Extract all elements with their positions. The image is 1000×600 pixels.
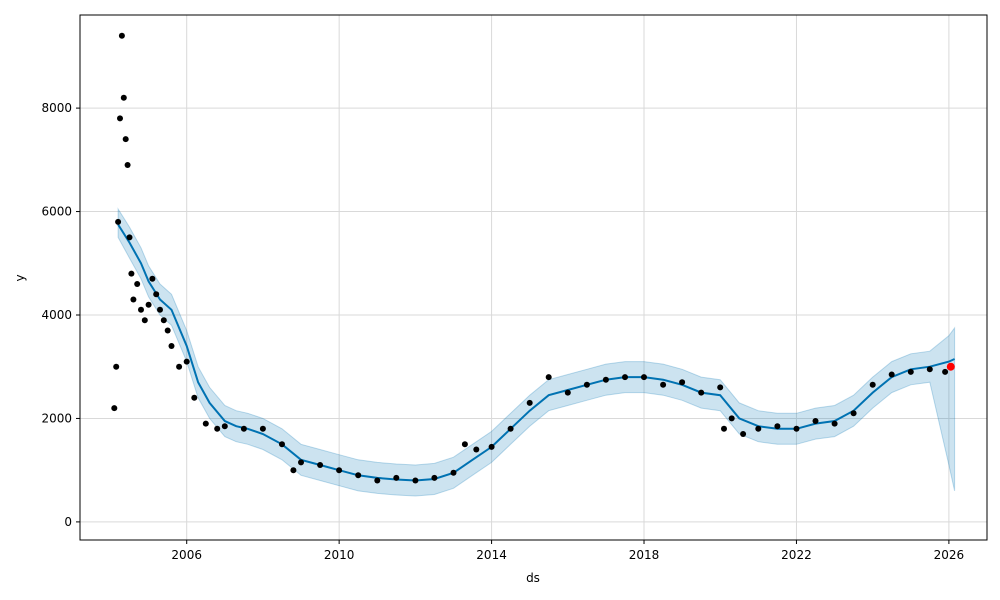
y-tick-label: 6000 <box>41 205 72 219</box>
observed-point <box>221 423 228 430</box>
observed-point <box>126 234 133 241</box>
observed-point <box>679 379 686 386</box>
observed-point <box>111 405 118 412</box>
observed-point <box>393 474 400 481</box>
observed-point <box>740 431 747 437</box>
forecast-line-layer <box>117 223 956 482</box>
observed-point <box>698 389 705 396</box>
observed-point <box>907 368 914 375</box>
observed-point <box>259 425 266 432</box>
observed-point <box>149 275 156 282</box>
observed-point <box>191 394 198 401</box>
y-tick-label: 4000 <box>41 308 72 322</box>
observed-point <box>942 368 949 375</box>
observed-point <box>545 374 552 381</box>
observed-point <box>176 363 183 370</box>
observed-point <box>134 281 141 287</box>
observed-point <box>888 371 895 378</box>
observed-point <box>141 317 148 324</box>
observed-point <box>812 418 819 424</box>
observed-point <box>831 420 838 427</box>
observed-point <box>660 381 667 388</box>
x-tick-label: 2010 <box>324 548 355 562</box>
forecast-line <box>117 223 956 482</box>
observed-point <box>168 343 175 349</box>
observed-point <box>113 363 120 370</box>
x-tick-label: 2022 <box>781 548 812 562</box>
observed-point <box>145 301 152 308</box>
observed-point <box>164 327 171 334</box>
uncertainty-band-layer <box>117 207 956 497</box>
observed-point <box>450 469 457 476</box>
x-axis-label: ds <box>526 571 540 585</box>
observed-point <box>240 425 247 432</box>
observed-point <box>298 459 304 466</box>
observed-point <box>279 441 285 448</box>
observed-point <box>641 374 647 381</box>
y-axis-label: y <box>13 274 27 281</box>
y-tick-label: 8000 <box>41 101 72 115</box>
observed-point <box>138 306 144 313</box>
observed-point <box>431 474 438 481</box>
observed-point <box>355 472 362 479</box>
observed-point <box>120 94 127 101</box>
uncertainty-band <box>117 207 956 497</box>
observed-point <box>117 115 123 122</box>
observed-point <box>202 420 209 427</box>
observed-point <box>130 296 137 303</box>
observed-point <box>526 399 533 406</box>
observed-point <box>473 446 480 453</box>
observed-point <box>374 477 381 484</box>
observed-point <box>728 415 735 422</box>
observed-point <box>755 425 762 432</box>
grid-lines <box>80 15 987 540</box>
observed-point <box>412 477 419 484</box>
observed-point <box>622 374 628 381</box>
observed-point <box>774 423 781 430</box>
x-tick-label: 2006 <box>171 548 202 562</box>
highlight-layer <box>946 362 955 371</box>
observed-point <box>461 441 468 448</box>
observed-point <box>183 358 190 365</box>
observed-point <box>153 291 160 298</box>
observed-point <box>122 136 129 143</box>
observed-point <box>717 384 724 391</box>
plot-area-frame <box>79 14 988 541</box>
x-tick-label: 2014 <box>476 548 507 562</box>
observed-point <box>214 425 221 432</box>
y-tick-label: 2000 <box>41 411 72 425</box>
observed-point <box>118 32 125 39</box>
observed-point <box>793 425 800 432</box>
y-axis-ticks: 0 2000 4000 6000 8000 <box>41 101 80 529</box>
x-tick-label: 2026 <box>934 548 965 562</box>
observed-point <box>160 317 167 324</box>
observed-point <box>721 425 727 432</box>
observed-point <box>290 467 297 474</box>
observed-point <box>869 381 876 388</box>
observed-point <box>157 306 163 313</box>
observed-point <box>124 162 131 168</box>
y-tick-label: 0 <box>64 515 72 529</box>
observed-point <box>115 218 122 225</box>
observed-point <box>564 389 571 396</box>
highlight-point <box>946 362 955 371</box>
observed-point <box>583 381 590 388</box>
observed-point <box>850 410 857 417</box>
x-axis-ticks: 2006 2010 2014 2018 2022 2026 <box>171 540 964 562</box>
observed-point <box>336 467 343 474</box>
observed-point <box>488 443 495 450</box>
observed-point <box>602 376 609 383</box>
observed-points-layer <box>111 32 949 484</box>
observed-point <box>926 366 933 373</box>
observed-point <box>128 270 135 277</box>
observed-point <box>317 462 324 468</box>
x-tick-label: 2018 <box>629 548 660 562</box>
observed-point <box>507 425 514 432</box>
